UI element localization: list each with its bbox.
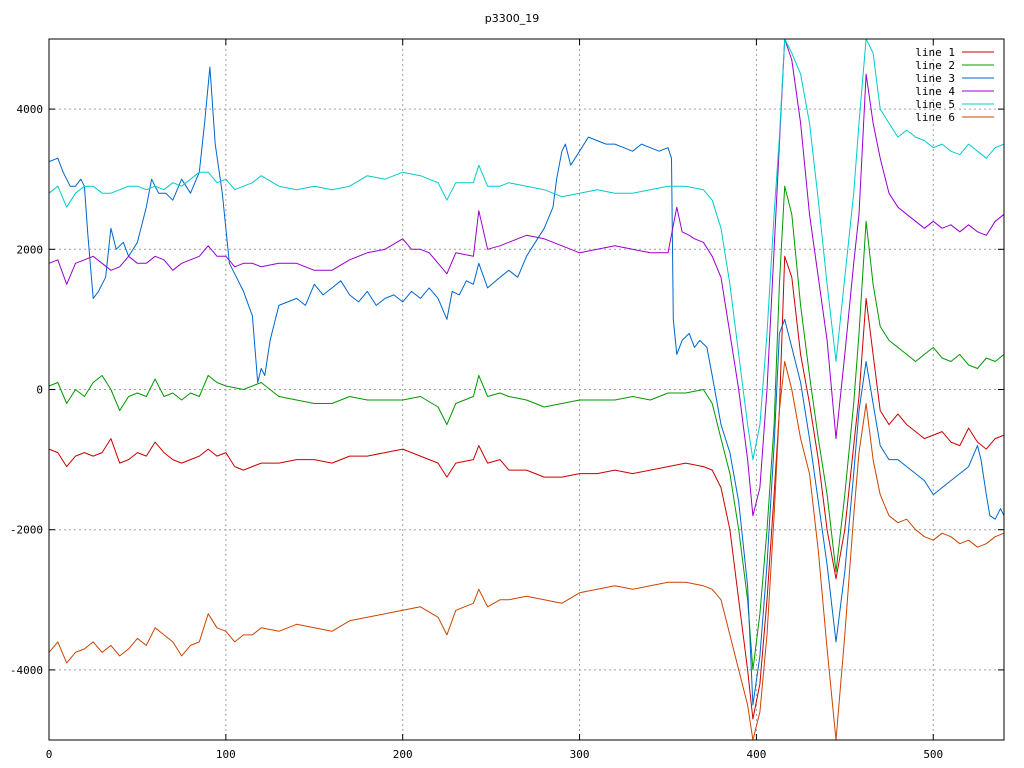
x-tick-label: 100 <box>216 748 236 761</box>
legend-label-6: line 6 <box>915 111 955 124</box>
x-tick-label: 200 <box>393 748 413 761</box>
chart-title: p3300_19 <box>485 12 539 25</box>
y-tick-label: 2000 <box>17 243 44 256</box>
x-tick-label: 0 <box>46 748 53 761</box>
legend-label-3: line 3 <box>915 72 955 85</box>
series-line-4 <box>48 38 1005 517</box>
y-tick-label: -4000 <box>10 664 43 677</box>
series-line-6 <box>48 361 1005 741</box>
legend-label-4: line 4 <box>915 85 955 98</box>
legend-label-5: line 5 <box>915 98 955 111</box>
series-line-5 <box>48 38 1005 461</box>
y-tick-label: -2000 <box>10 524 43 537</box>
x-tick-label: 300 <box>570 748 590 761</box>
series-line-1 <box>48 255 1005 720</box>
y-tick-label: 4000 <box>17 103 44 116</box>
legend-label-2: line 2 <box>915 59 955 72</box>
series-line-2 <box>48 185 1005 671</box>
series-layer <box>48 38 1005 741</box>
legend-label-1: line 1 <box>915 46 955 59</box>
x-tick-label: 500 <box>923 748 943 761</box>
x-tick-label: 400 <box>746 748 766 761</box>
axes: 0 100 200 300 400 500 -4000 -2000 0 2000 4000 <box>10 39 1004 761</box>
grid <box>49 39 1004 740</box>
y-tick-label: 0 <box>36 384 43 397</box>
series-line-3 <box>48 66 1005 706</box>
